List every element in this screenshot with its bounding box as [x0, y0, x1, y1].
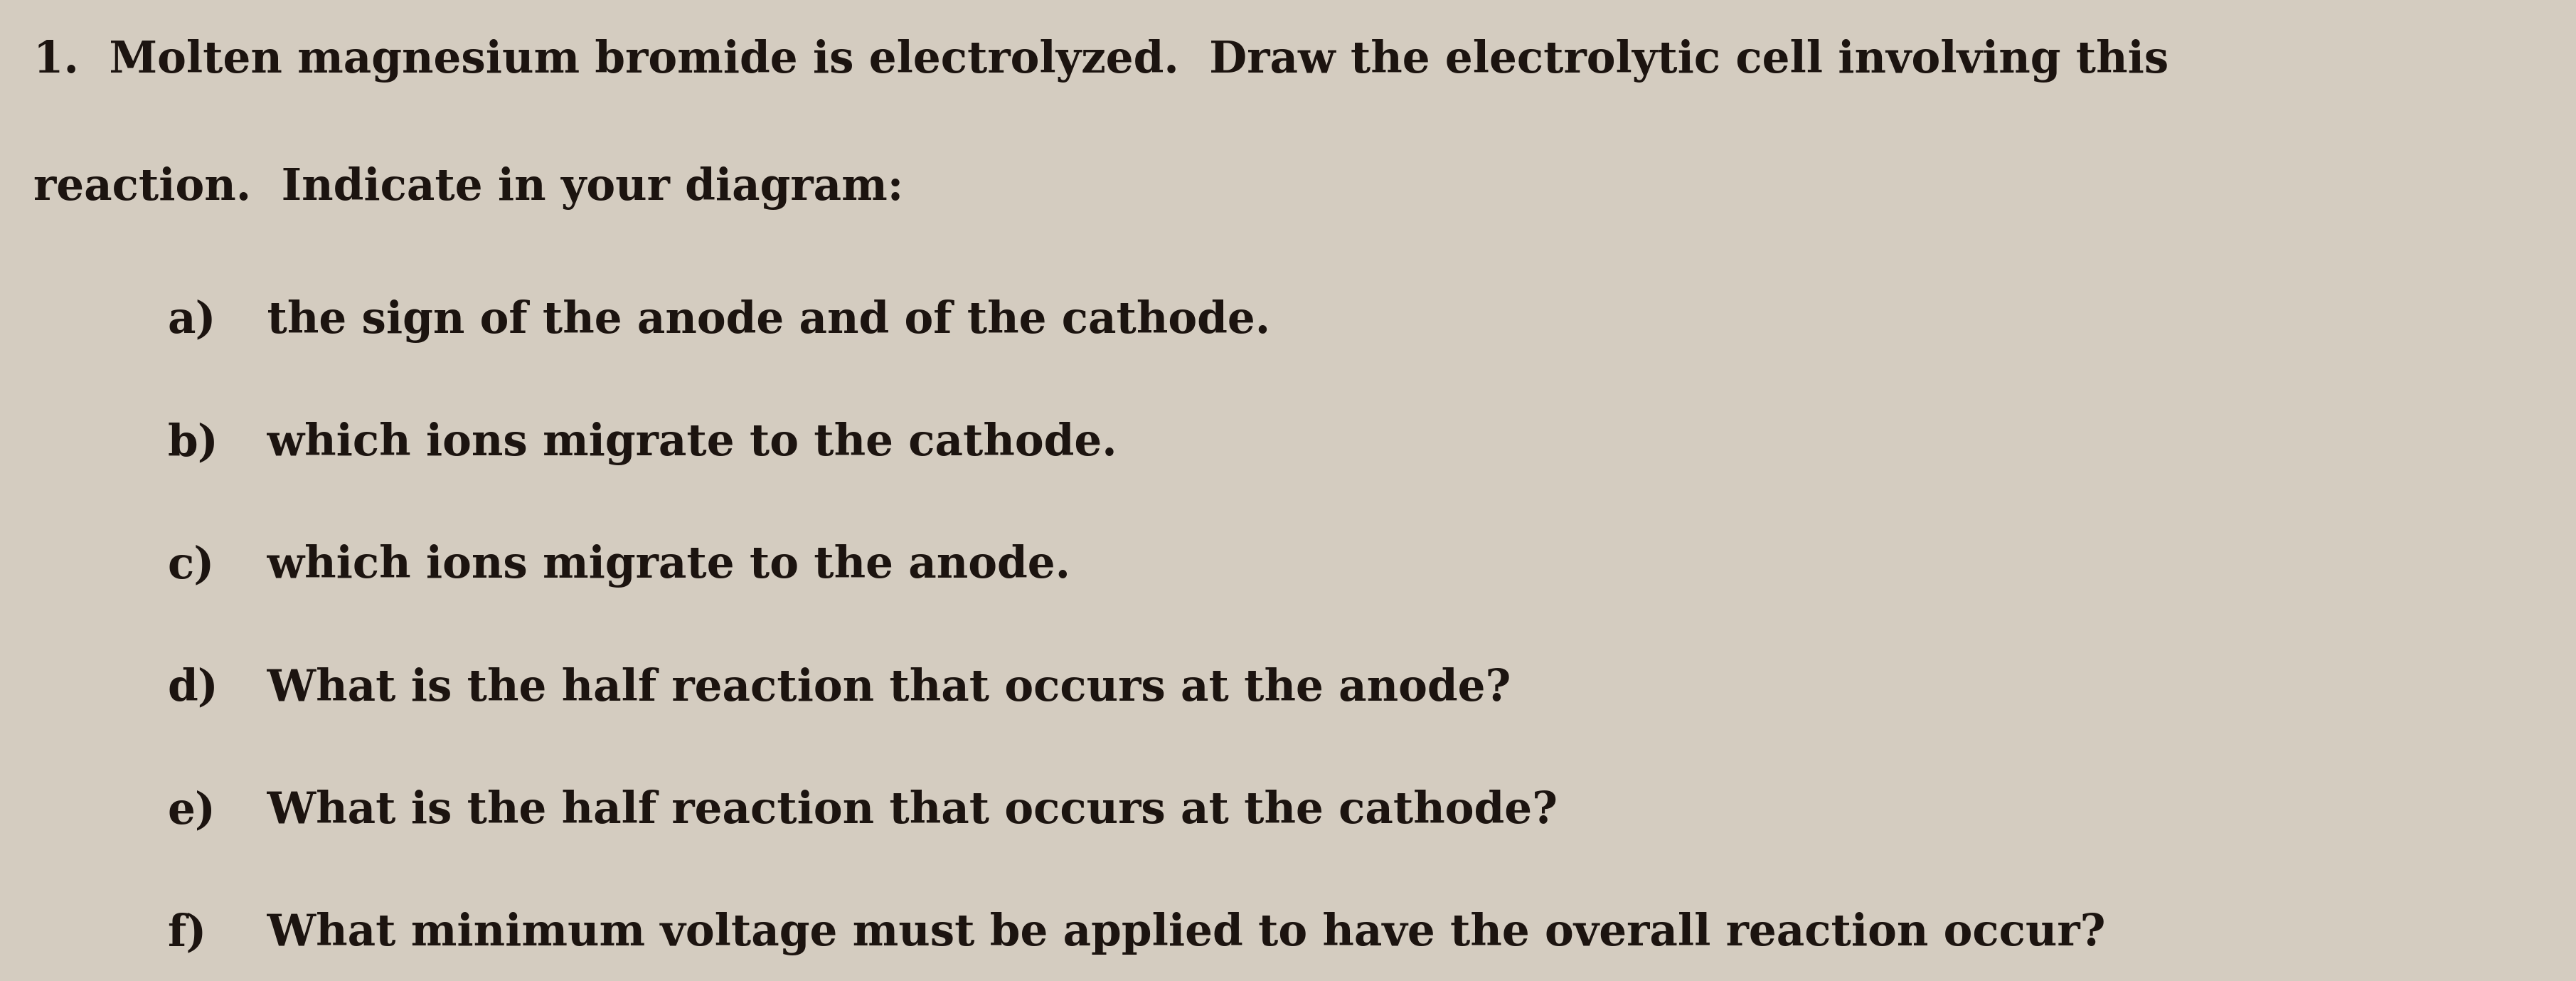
Text: reaction.  Indicate in your diagram:: reaction. Indicate in your diagram:	[33, 167, 904, 210]
Text: e): e)	[167, 790, 216, 833]
Text: which ions migrate to the anode.: which ions migrate to the anode.	[237, 544, 1069, 588]
Text: 1.  Molten magnesium bromide is electrolyzed.  Draw the electrolytic cell involv: 1. Molten magnesium bromide is electroly…	[33, 39, 2169, 82]
Text: a): a)	[167, 299, 216, 342]
Text: What is the half reaction that occurs at the anode?: What is the half reaction that occurs at…	[237, 667, 1510, 710]
Text: f): f)	[167, 912, 206, 955]
Text: the sign of the anode and of the cathode.: the sign of the anode and of the cathode…	[237, 299, 1270, 342]
Text: d): d)	[167, 667, 219, 710]
Text: which ions migrate to the cathode.: which ions migrate to the cathode.	[237, 422, 1118, 465]
Text: What is the half reaction that occurs at the cathode?: What is the half reaction that occurs at…	[237, 790, 1558, 833]
Text: What minimum voltage must be applied to have the overall reaction occur?: What minimum voltage must be applied to …	[237, 912, 2105, 955]
Text: b): b)	[167, 422, 219, 465]
Text: c): c)	[167, 544, 214, 588]
